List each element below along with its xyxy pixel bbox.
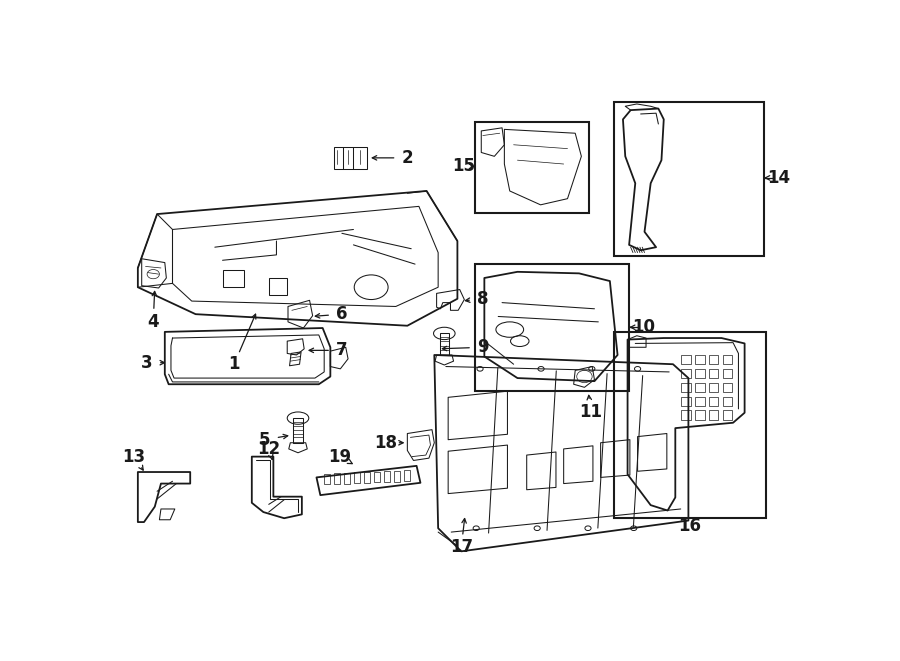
- Text: 14: 14: [767, 169, 790, 187]
- Bar: [681, 369, 690, 378]
- Bar: [384, 471, 391, 482]
- Bar: [723, 397, 733, 406]
- Bar: [364, 472, 371, 483]
- Bar: [723, 383, 733, 392]
- Bar: [681, 397, 690, 406]
- Text: 15: 15: [452, 157, 475, 175]
- Bar: [696, 383, 705, 392]
- Bar: [355, 473, 360, 483]
- Bar: [709, 410, 718, 420]
- Text: 3: 3: [141, 354, 153, 371]
- Bar: [614, 332, 766, 518]
- Text: 2: 2: [401, 149, 413, 167]
- Text: 19: 19: [328, 447, 351, 465]
- Bar: [614, 102, 764, 256]
- Bar: [324, 473, 330, 485]
- Bar: [723, 410, 733, 420]
- Bar: [394, 471, 400, 482]
- Text: 17: 17: [450, 539, 472, 557]
- Bar: [404, 471, 410, 481]
- Bar: [696, 397, 705, 406]
- Text: 7: 7: [336, 341, 347, 360]
- Bar: [696, 369, 705, 378]
- Text: 18: 18: [374, 434, 397, 451]
- Bar: [374, 472, 381, 483]
- Bar: [681, 355, 690, 364]
- Text: 16: 16: [679, 517, 701, 535]
- Bar: [723, 369, 733, 378]
- Text: 8: 8: [477, 290, 489, 308]
- Bar: [681, 410, 690, 420]
- Bar: [293, 418, 302, 443]
- Text: 12: 12: [257, 440, 280, 458]
- Bar: [723, 355, 733, 364]
- Bar: [709, 355, 718, 364]
- Text: 9: 9: [477, 338, 489, 356]
- Bar: [696, 410, 705, 420]
- Text: 5: 5: [259, 431, 271, 449]
- Bar: [475, 122, 590, 213]
- Bar: [269, 278, 287, 295]
- Bar: [709, 383, 718, 392]
- Bar: [709, 369, 718, 378]
- Bar: [709, 397, 718, 406]
- Text: 4: 4: [148, 313, 159, 331]
- Bar: [222, 270, 244, 288]
- Bar: [334, 473, 340, 484]
- Bar: [681, 383, 690, 392]
- Bar: [440, 333, 449, 355]
- Bar: [344, 473, 350, 484]
- Bar: [696, 355, 705, 364]
- Bar: [475, 264, 629, 391]
- Text: 11: 11: [579, 403, 602, 421]
- Text: 10: 10: [632, 318, 655, 336]
- Text: 1: 1: [229, 355, 239, 373]
- Text: 6: 6: [337, 305, 347, 323]
- Bar: [334, 147, 366, 169]
- Text: 13: 13: [122, 447, 146, 465]
